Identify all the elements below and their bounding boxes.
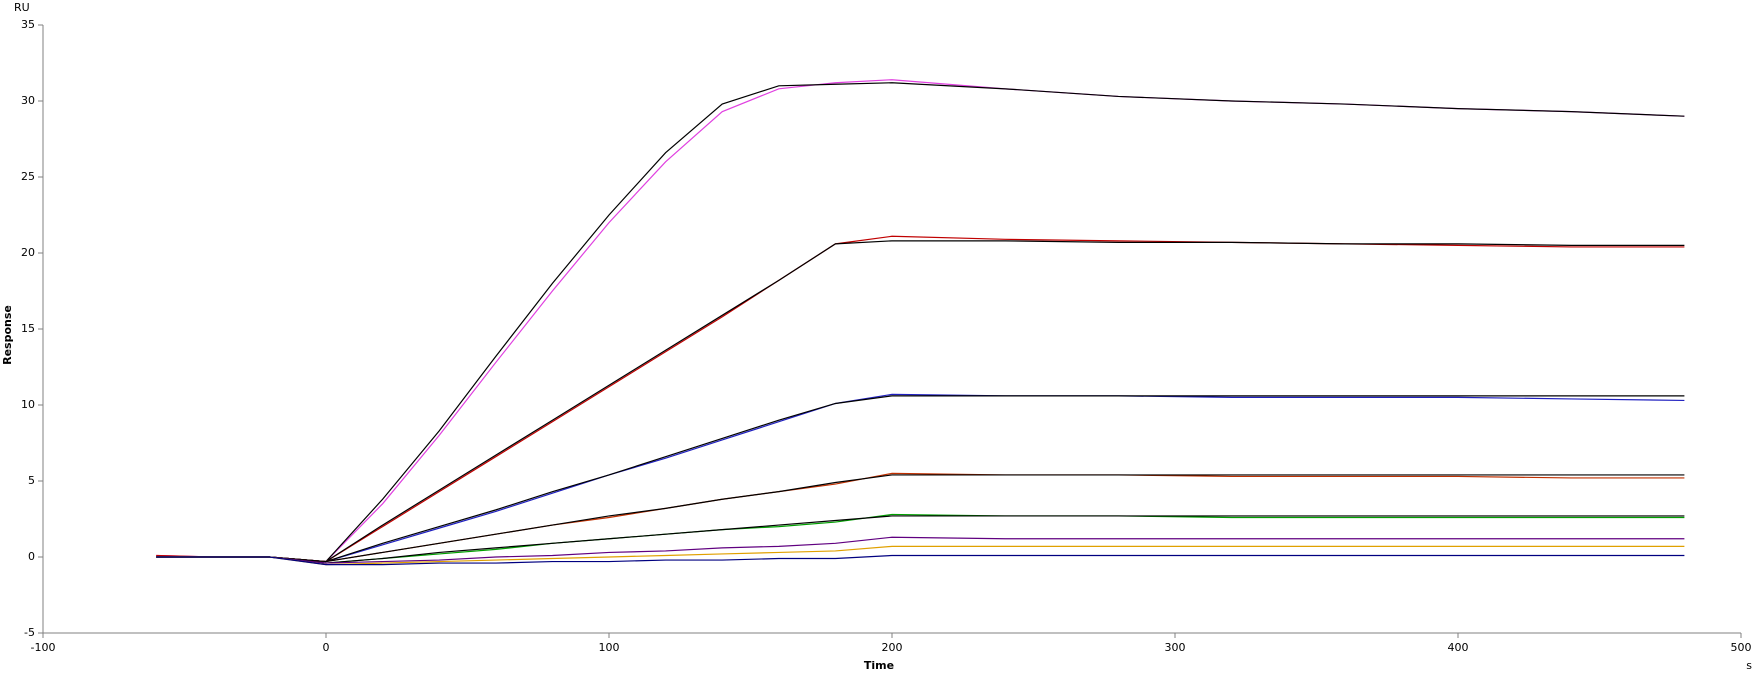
sensorgram-line bbox=[156, 554, 1685, 566]
sensorgram-line bbox=[156, 235, 1685, 563]
y-tick-label: 5 bbox=[28, 474, 35, 487]
y-unit: RU bbox=[14, 1, 30, 14]
y-axis-label: Response bbox=[1, 305, 14, 365]
y-tick-label: 35 bbox=[21, 18, 35, 31]
y-tick-label: 10 bbox=[21, 398, 35, 411]
y-tick-label: 30 bbox=[21, 94, 35, 107]
y-tick-label: 0 bbox=[28, 550, 35, 563]
sensorgram-line bbox=[156, 393, 1685, 563]
sensorgram-line bbox=[156, 536, 1685, 564]
x-tick-label: 0 bbox=[323, 641, 330, 654]
x-axis-label: Time bbox=[864, 659, 894, 672]
x-tick-label: 500 bbox=[1731, 641, 1752, 654]
sensorgram-line bbox=[156, 79, 1685, 563]
x-tick-label: 400 bbox=[1448, 641, 1469, 654]
y-tick-label: 15 bbox=[21, 322, 35, 335]
y-tick-label: 20 bbox=[21, 246, 35, 259]
x-tick-label: 100 bbox=[599, 641, 620, 654]
sensorgram-line bbox=[156, 474, 1685, 563]
sensorgram-line bbox=[156, 395, 1685, 563]
x-unit: s bbox=[1746, 659, 1752, 672]
sensorgram-line bbox=[156, 240, 1685, 563]
y-tick-label: 25 bbox=[21, 170, 35, 183]
sensorgram-line bbox=[156, 82, 1685, 563]
y-tick-label: -5 bbox=[24, 626, 35, 639]
x-tick-label: 300 bbox=[1165, 641, 1186, 654]
sensorgram-line bbox=[156, 515, 1685, 564]
x-tick-label: -100 bbox=[31, 641, 56, 654]
x-tick-label: 200 bbox=[882, 641, 903, 654]
